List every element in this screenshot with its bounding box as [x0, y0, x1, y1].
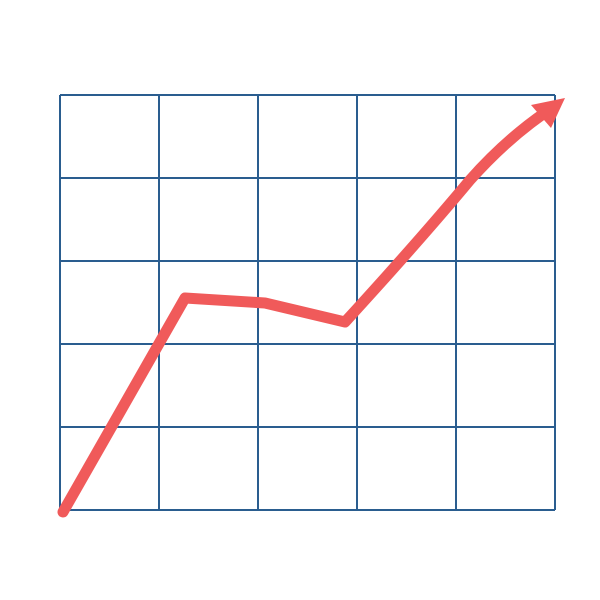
- growth-chart: [0, 0, 600, 600]
- chart-svg: [0, 0, 600, 600]
